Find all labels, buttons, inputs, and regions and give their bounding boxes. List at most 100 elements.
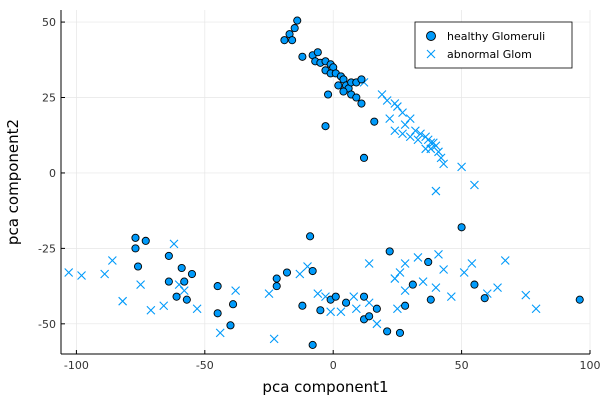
x-axis-label: pca component1 xyxy=(262,378,388,396)
data-point xyxy=(446,292,456,302)
y-tick-label: -25 xyxy=(38,242,56,255)
data-point xyxy=(401,301,410,310)
y-axis-label: pca component2 xyxy=(4,119,22,245)
data-point xyxy=(64,268,74,277)
y-tick-label: 0 xyxy=(49,167,56,180)
data-point xyxy=(293,16,302,25)
data-point xyxy=(426,295,435,304)
data-point xyxy=(434,147,443,157)
data-point xyxy=(405,132,415,142)
legend-marker-x xyxy=(426,49,436,59)
data-point xyxy=(457,162,466,172)
data-point xyxy=(398,129,407,139)
data-point xyxy=(351,304,361,314)
y-tick-label: -50 xyxy=(38,318,56,331)
data-point xyxy=(231,286,241,296)
data-point xyxy=(413,253,423,262)
data-point xyxy=(213,309,222,318)
data-point xyxy=(457,223,466,232)
legend-box xyxy=(414,21,573,69)
data-point xyxy=(439,265,449,274)
data-point xyxy=(172,292,181,301)
data-point xyxy=(118,296,128,306)
data-point xyxy=(177,263,186,273)
data-point xyxy=(398,108,407,117)
data-point xyxy=(575,295,584,304)
data-point xyxy=(324,90,333,99)
data-point xyxy=(331,292,340,301)
data-point xyxy=(372,304,381,313)
x-tick-label: 100 xyxy=(580,359,600,372)
data-point xyxy=(393,304,402,314)
data-point xyxy=(213,282,222,291)
axes: -100 -50 0 50 100 -50 -25 0 25 50 xyxy=(38,10,600,372)
data-point xyxy=(298,301,307,310)
data-point xyxy=(395,268,405,277)
data-point xyxy=(182,295,191,304)
data-point xyxy=(372,319,382,329)
data-point xyxy=(434,250,443,259)
data-point xyxy=(424,257,433,267)
y-tick-label: 25 xyxy=(42,92,56,105)
data-point xyxy=(269,334,279,344)
data-point xyxy=(521,290,531,300)
data-point xyxy=(164,251,173,260)
data-point xyxy=(395,328,405,337)
data-point xyxy=(408,280,417,289)
data-point xyxy=(226,321,235,330)
legend: healthy Glomeruli abnormal Glom xyxy=(414,21,573,69)
data-point xyxy=(272,274,281,283)
data-point xyxy=(308,340,317,349)
data-point xyxy=(341,298,351,307)
data-point xyxy=(467,259,477,268)
data-point xyxy=(413,135,423,145)
data-point xyxy=(280,36,289,45)
legend-marker-circle xyxy=(426,31,436,41)
data-point xyxy=(146,305,156,315)
data-point xyxy=(290,24,299,33)
data-point xyxy=(400,259,410,268)
data-point xyxy=(187,269,197,279)
data-point xyxy=(298,52,307,61)
data-point xyxy=(436,153,446,163)
data-point xyxy=(295,269,305,279)
data-point xyxy=(357,99,366,108)
data-point xyxy=(131,244,140,253)
data-point xyxy=(359,292,369,301)
data-point xyxy=(480,294,489,303)
data-point xyxy=(306,232,315,241)
data-point xyxy=(334,81,343,90)
data-point xyxy=(500,256,510,265)
data-point xyxy=(531,304,541,314)
data-point xyxy=(431,141,441,151)
data-point xyxy=(136,280,145,289)
data-point xyxy=(349,292,359,302)
data-point xyxy=(100,269,110,279)
data-point xyxy=(416,129,425,139)
x-tick-label: 50 xyxy=(455,359,469,372)
legend-entry-label: healthy Glomeruli xyxy=(447,30,545,43)
legend-entry-label: abnormal Glom xyxy=(447,48,532,61)
data-point xyxy=(357,75,366,84)
data-point xyxy=(418,277,428,286)
data-point xyxy=(133,262,143,271)
data-point xyxy=(459,268,469,277)
data-point xyxy=(382,96,392,105)
data-point xyxy=(352,93,361,102)
data-point xyxy=(282,268,292,277)
data-point xyxy=(77,271,86,280)
data-point xyxy=(385,247,394,256)
x-tick-label: 0 xyxy=(330,359,337,372)
data-point xyxy=(493,283,502,293)
x-tick-label: -100 xyxy=(64,359,89,372)
data-point xyxy=(215,328,225,338)
data-point xyxy=(400,286,410,296)
data-point xyxy=(164,277,173,286)
data-point xyxy=(316,306,325,315)
data-point xyxy=(336,307,346,317)
data-point xyxy=(370,117,379,126)
data-point xyxy=(141,236,150,245)
data-point xyxy=(364,259,374,268)
x-tick-label: -50 xyxy=(196,359,214,372)
